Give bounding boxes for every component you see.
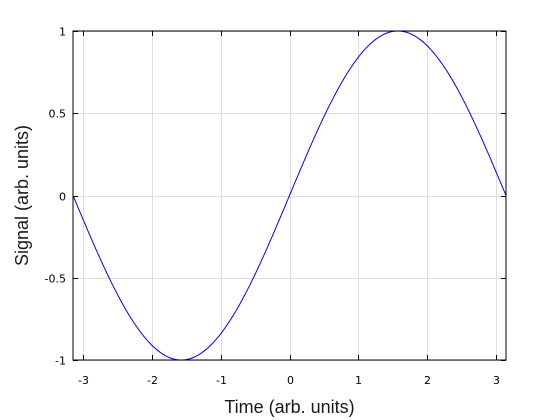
plot-frame (72, 30, 507, 361)
x-tick-label: -1 (216, 374, 227, 387)
ticks (73, 31, 506, 361)
y-tick-label: 1 (59, 26, 66, 39)
y-tick-label: -0.5 (45, 273, 66, 286)
x-tick-label: 3 (493, 374, 500, 387)
x-axis-label: Time (arb. units) (224, 397, 354, 417)
series-line (72, 30, 507, 361)
y-tick-label: 0.5 (49, 108, 67, 121)
y-tick-label: -1 (55, 355, 66, 368)
x-tick-label: -3 (78, 374, 89, 387)
tick-labels: -3 -2 -1 0 1 2 3 1 0.5 0 -0.5 -1 (45, 26, 500, 388)
x-tick-label: 0 (287, 374, 294, 387)
x-tick-label: 2 (424, 374, 431, 387)
y-axis-label: Signal (arb. units) (12, 125, 32, 266)
x-tick-label: -2 (147, 374, 158, 387)
y-tick-label: 0 (59, 191, 66, 204)
series-layer (72, 30, 507, 361)
x-tick-label: 1 (355, 374, 362, 387)
